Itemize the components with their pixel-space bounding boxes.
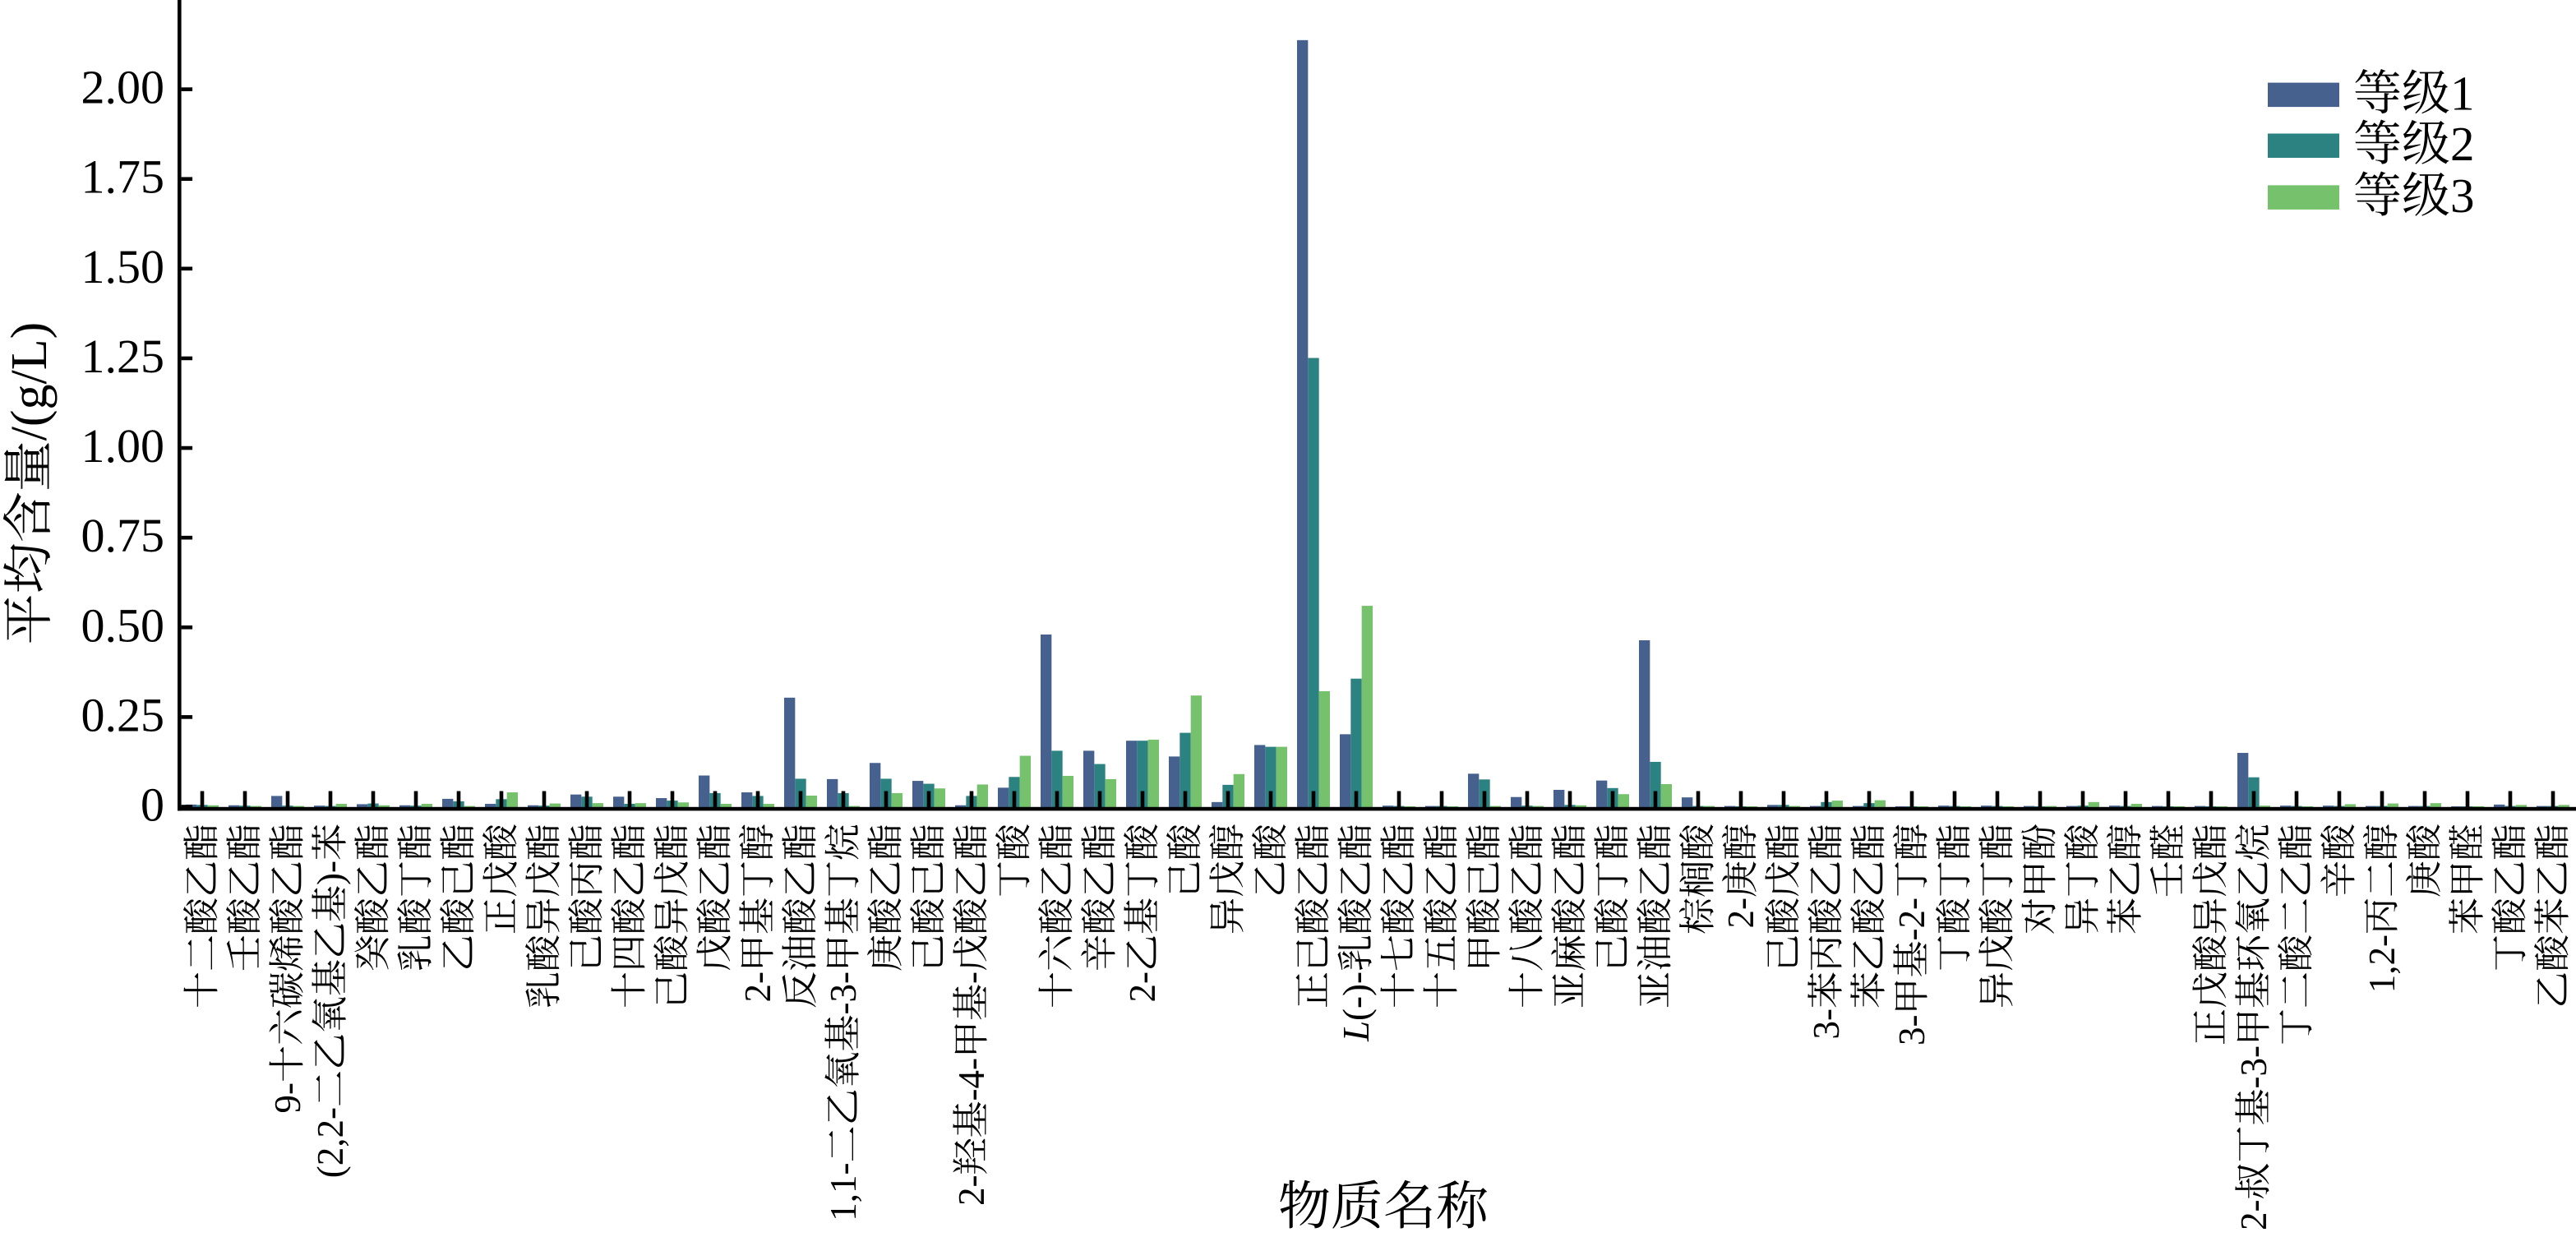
svg-text:苯乙酸乙酯: 苯乙酸乙酯 [1849,824,1890,1008]
svg-text:2.00: 2.00 [81,61,165,114]
svg-text:丁酸丁酯: 丁酸丁酯 [1934,824,1975,972]
svg-text:0.50: 0.50 [81,598,165,652]
svg-text:0.75: 0.75 [81,509,165,562]
svg-text:1,2-丙二醇: 1,2-丙二醇 [2361,824,2403,993]
svg-text:L(-)-乳酸乙酯: L(-)-乳酸乙酯 [1336,824,1377,1042]
svg-text:等级2: 等级2 [2353,117,2475,171]
svg-text:己酸: 己酸 [1165,824,1206,898]
svg-text:正戊酸异戊酯: 正戊酸异戊酯 [2191,824,2232,1045]
svg-text:甲酸己酯: 甲酸己酯 [1464,824,1505,972]
svg-text:2-甲基丁醇: 2-甲基丁醇 [737,824,778,1003]
svg-text:正己酸乙酯: 正己酸乙酯 [1293,824,1334,1008]
svg-text:正戊酸: 正戊酸 [481,824,522,935]
svg-text:庚酸乙酯: 庚酸乙酯 [866,824,907,972]
svg-text:2-叔丁基-3-甲基环氧乙烷: 2-叔丁基-3-甲基环氧乙烷 [2233,824,2274,1230]
svg-text:乳酸异戊酯: 乳酸异戊酯 [524,824,565,1008]
svg-text:平均含量/(g/L): 平均含量/(g/L) [2,322,58,645]
svg-text:对甲酚: 对甲酚 [2020,824,2061,935]
svg-text:2-庚醇: 2-庚醇 [1720,824,1761,929]
svg-text:1.00: 1.00 [81,419,165,473]
svg-text:(2,2-二乙氧基乙基)-苯: (2,2-二乙氧基乙基)-苯 [310,824,351,1178]
svg-text:戊酸乙酯: 戊酸乙酯 [695,824,736,972]
svg-text:1.75: 1.75 [81,150,165,204]
svg-text:十二酸乙酯: 十二酸乙酯 [182,824,223,1008]
svg-text:2-羟基-4-甲基-戊酸乙酯: 2-羟基-4-甲基-戊酸乙酯 [951,824,992,1206]
svg-text:辛酸: 辛酸 [2319,824,2360,898]
svg-text:等级1: 等级1 [2353,66,2475,120]
svg-text:己酸丙酯: 己酸丙酯 [566,824,607,972]
svg-text:乙酸: 乙酸 [1250,824,1291,898]
svg-text:棕榈酸: 棕榈酸 [1678,824,1719,935]
svg-text:己酸丁酯: 己酸丁酯 [1592,824,1633,972]
svg-text:庚酸: 庚酸 [2404,824,2445,898]
svg-text:异戊酸丁酯: 异戊酸丁酯 [1977,824,2018,1008]
svg-text:十四酸乙酯: 十四酸乙酯 [609,824,650,1008]
svg-text:乳酸丁酯: 乳酸丁酯 [395,824,436,972]
svg-text:苯乙醇: 苯乙醇 [2105,824,2146,935]
svg-text:己酸己酯: 己酸己酯 [908,824,949,972]
svg-text:乙酸苯乙酯: 乙酸苯乙酯 [2532,824,2574,1008]
svg-text:十七酸乙酯: 十七酸乙酯 [1378,824,1420,1008]
svg-text:0.25: 0.25 [81,688,165,741]
svg-text:丁酸乙酯: 丁酸乙酯 [2490,824,2531,972]
svg-text:0: 0 [141,778,164,832]
svg-text:壬酸乙酯: 壬酸乙酯 [224,824,265,972]
svg-text:癸酸乙酯: 癸酸乙酯 [353,824,394,972]
svg-text:3-苯丙酸乙酯: 3-苯丙酸乙酯 [1806,824,1847,1040]
svg-text:1.50: 1.50 [81,240,165,293]
svg-text:1,1-二乙氧基-3-甲基丁烷: 1,1-二乙氧基-3-甲基丁烷 [823,824,864,1221]
svg-text:异丁酸: 异丁酸 [2062,824,2103,935]
svg-text:2-乙基丁酸: 2-乙基丁酸 [1122,824,1163,1003]
svg-text:异戊醇: 异戊醇 [1207,824,1249,935]
svg-text:1.25: 1.25 [81,330,165,383]
svg-text:亚油酸乙酯: 亚油酸乙酯 [1635,824,1676,1008]
svg-text:3-甲基-2-丁醇: 3-甲基-2-丁醇 [1891,824,1932,1045]
svg-text:亚麻酸乙酯: 亚麻酸乙酯 [1549,824,1590,1008]
svg-text:己酸异戊酯: 己酸异戊酯 [652,824,693,1008]
svg-text:丁酸: 丁酸 [994,824,1035,898]
svg-text:反油酸乙酯: 反油酸乙酯 [780,824,821,1008]
svg-text:十五酸乙酯: 十五酸乙酯 [1421,824,1462,1008]
svg-text:己酸戊酯: 己酸戊酯 [1763,824,1804,972]
svg-text:物质名称: 物质名称 [1278,1178,1489,1236]
svg-text:壬醛: 壬醛 [2148,824,2189,898]
svg-text:辛酸乙酯: 辛酸乙酯 [1079,824,1120,972]
svg-text:丁二酸二乙酯: 丁二酸二乙酯 [2276,824,2317,1045]
svg-text:等级3: 等级3 [2353,168,2475,223]
svg-text:十六酸乙酯: 十六酸乙酯 [1036,824,1078,1008]
svg-text:9-十六碳烯酸乙酯: 9-十六碳烯酸乙酯 [267,824,308,1114]
svg-text:乙酸己酯: 乙酸己酯 [438,824,479,972]
svg-text:苯甲醛: 苯甲醛 [2447,824,2488,935]
svg-text:十八酸乙酯: 十八酸乙酯 [1507,824,1548,1008]
